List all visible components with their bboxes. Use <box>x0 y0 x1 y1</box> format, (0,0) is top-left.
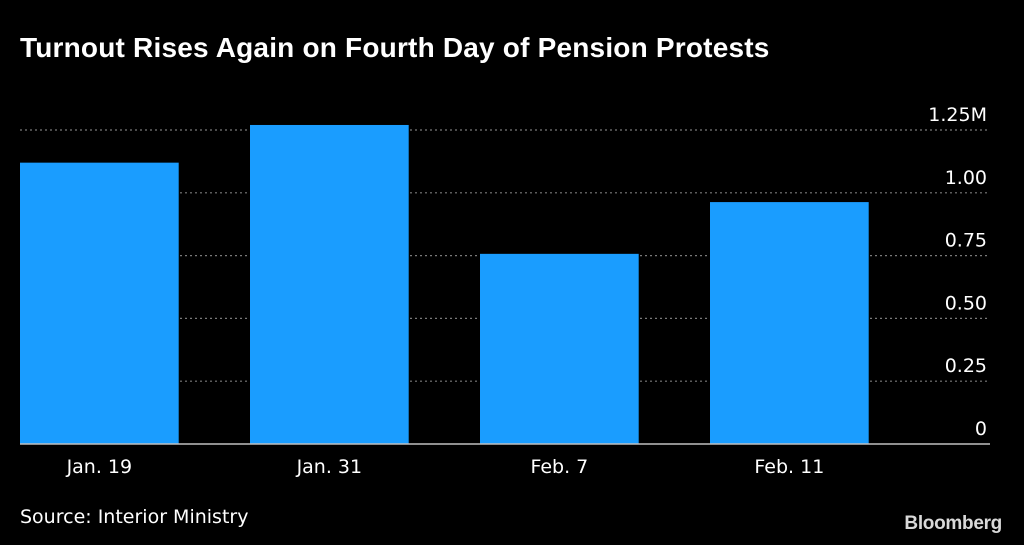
x-tick-label: Jan. 19 <box>66 456 133 478</box>
y-tick-label: 0 <box>975 418 987 440</box>
source-note: Source: Interior Ministry <box>20 506 249 528</box>
x-tick-label: Feb. 7 <box>530 456 588 478</box>
bar <box>710 202 869 444</box>
x-tick-label: Feb. 11 <box>754 456 824 478</box>
y-tick-label: 0.75 <box>945 230 987 252</box>
y-tick-label: 0.50 <box>945 292 987 314</box>
bar <box>250 124 409 444</box>
y-tick-label: 1.25M <box>928 104 987 126</box>
bar <box>20 162 179 444</box>
y-tick-label: 0.25 <box>945 355 987 377</box>
axes: 0 0.25 0.50 0.75 1.00 1.25M Jan. 19 Jan. 31 Feb.… <box>20 104 990 478</box>
bar <box>480 253 639 444</box>
y-tick-label: 1.00 <box>945 167 987 189</box>
bloomberg-logo: Bloomberg <box>904 513 1002 534</box>
x-tick-label: Jan. 31 <box>296 456 363 478</box>
bar-chart: 0 0.25 0.50 0.75 1.00 1.25M Jan. 19 Jan. 31 Feb.… <box>20 104 990 478</box>
bars <box>20 124 869 444</box>
chart-title: Turnout Rises Again on Fourth Day of Pen… <box>20 32 770 63</box>
